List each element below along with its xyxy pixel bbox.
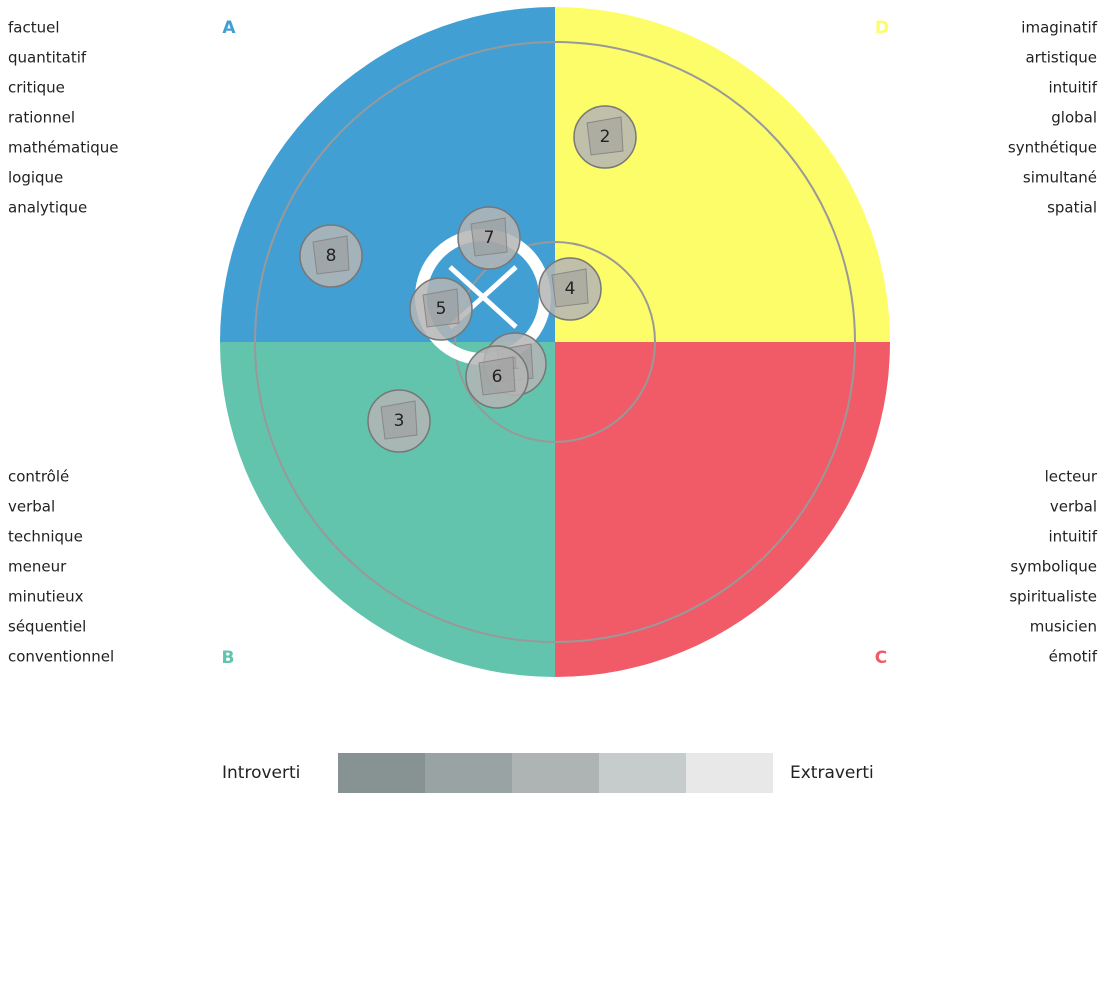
legend-swatch (425, 753, 512, 793)
trait-word: logique (8, 169, 63, 187)
trait-word: technique (8, 528, 83, 546)
person-marker: 3 (367, 389, 431, 453)
quadrant-d (555, 7, 890, 342)
marker-label: 5 (436, 299, 447, 319)
trait-word: spiritualiste (1009, 588, 1097, 606)
trait-word: verbal (8, 498, 55, 516)
marker-shape (380, 400, 418, 440)
quadrant-letter: D (875, 18, 889, 38)
trait-word: critique (8, 79, 65, 97)
legend-swatch (686, 753, 773, 793)
person-marker: 5 (409, 277, 473, 341)
trait-word: analytique (8, 199, 87, 217)
person-marker: 7 (457, 206, 521, 270)
trait-word: contrôlé (8, 468, 69, 486)
marker-shape (551, 268, 589, 308)
markers: 27845163 (299, 105, 637, 453)
trait-word: meneur (8, 558, 67, 576)
legend: Introverti Extraverti (222, 753, 874, 793)
person-marker: 6 (465, 345, 529, 409)
trait-word: imaginatif (1021, 19, 1097, 37)
legend-swatch (338, 753, 425, 793)
marker-label: 3 (394, 411, 405, 431)
trait-word: émotif (1049, 648, 1098, 666)
quadrant-c (555, 342, 890, 677)
trait-word: global (1051, 109, 1097, 127)
trait-word: lecteur (1045, 468, 1098, 486)
quadrant-letter: B (222, 648, 235, 668)
trait-word: rationnel (8, 109, 75, 127)
marker-shape (478, 356, 516, 396)
person-marker: 2 (573, 105, 637, 169)
marker-label: 4 (565, 279, 576, 299)
outer-ring (254, 41, 856, 643)
marker-shape (586, 116, 624, 156)
quadrant-letter: C (875, 648, 887, 668)
trait-word: quantitatif (8, 49, 87, 67)
inner-ring (454, 241, 656, 443)
trait-word: artistique (1025, 49, 1097, 67)
trait-word: synthétique (1008, 139, 1097, 157)
marker-shape (422, 288, 460, 328)
person-marker: 4 (538, 257, 602, 321)
legend-left: Introverti (222, 763, 300, 783)
trait-word: séquentiel (8, 618, 86, 636)
marker-label: 8 (326, 246, 337, 266)
quadrant-a (220, 7, 555, 342)
marker-label: 2 (600, 127, 611, 147)
trait-word: factuel (8, 19, 60, 37)
trait-word: spatial (1047, 199, 1097, 217)
marker-shape (470, 217, 508, 257)
person-marker: 8 (299, 224, 363, 288)
legend-swatch (512, 753, 599, 793)
wheel (220, 7, 890, 677)
trait-word: musicien (1030, 618, 1097, 636)
trait-word: intuitif (1048, 79, 1097, 97)
legend-swatch (599, 753, 686, 793)
trait-word: conventionnel (8, 648, 114, 666)
marker-shape (312, 235, 350, 275)
quadrant-b (220, 342, 555, 677)
quadrant-letter: A (222, 18, 236, 38)
trait-word: simultané (1023, 169, 1097, 187)
marker-label: 7 (484, 228, 495, 248)
trait-word: minutieux (8, 588, 84, 606)
trait-word: intuitif (1048, 528, 1097, 546)
trait-word: verbal (1050, 498, 1097, 516)
trait-word: mathématique (8, 139, 119, 157)
marker-label: 6 (492, 367, 503, 387)
trait-word: symbolique (1010, 558, 1097, 576)
legend-right: Extraverti (790, 763, 874, 783)
